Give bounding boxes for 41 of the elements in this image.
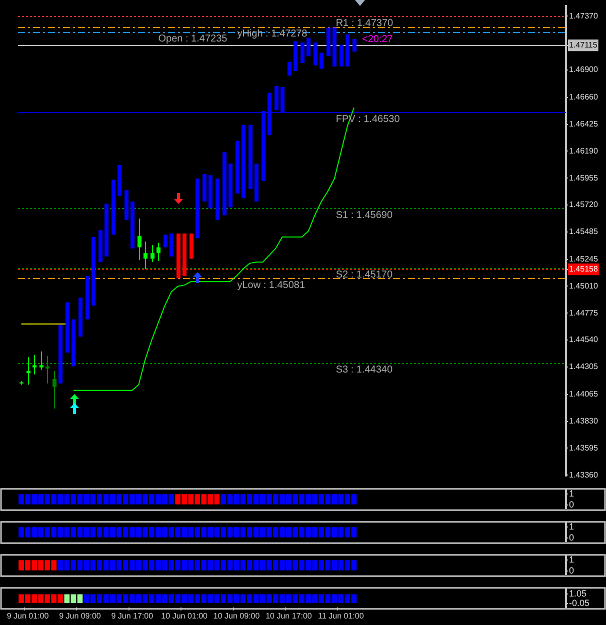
x-tick-label: 9 Jun 09:00	[59, 611, 102, 620]
y-tick-label: 1	[569, 488, 574, 499]
y-tick-label: 1	[569, 522, 574, 532]
y-tick-label: 1.44065	[569, 390, 598, 399]
y-tick-label: -0.05	[569, 598, 590, 608]
y-tick-label: 1.45010	[569, 281, 598, 290]
y-tick-label: 1.47115	[569, 40, 598, 50]
ref-line-label: S1 : 1.45690	[336, 210, 393, 222]
y-tick-label: 0	[569, 565, 574, 576]
ref-line-label: yLow : 1.45081	[237, 280, 306, 291]
y-tick-label: 1.46900	[569, 65, 598, 74]
y-tick-label: 1.46425	[569, 119, 598, 128]
y-tick-label: 0	[569, 499, 574, 510]
x-tick-label: 10 Jun 09:00	[213, 611, 260, 620]
y-tick-label: 1.43595	[569, 443, 598, 452]
y-tick-label: 1.44775	[569, 308, 598, 318]
y-tick-label: 1.43830	[569, 416, 598, 426]
y-tick-label: 1.46190	[569, 146, 598, 156]
x-tick-label: 9 Jun 01:00	[6, 611, 50, 620]
ref-line-label: S3 : 1.44340	[336, 364, 393, 376]
y-tick-label: 1.46660	[569, 92, 598, 102]
x-tick-label: 9 Jun 17:00	[111, 611, 154, 620]
y-tick-label: 1.05	[569, 588, 587, 598]
x-tick-label: 10 Jun 17:00	[266, 611, 312, 620]
ref-line-label: R1 : 1.47370	[336, 18, 394, 29]
ref-line-label: Open : 1.47235	[158, 33, 228, 44]
y-tick-label: 1.45720	[569, 200, 598, 210]
y-tick-label: 1.45485	[569, 227, 598, 236]
y-tick-label: 0	[569, 532, 574, 542]
y-tick-label: 1.44540	[569, 335, 598, 344]
y-tick-label: 1.43360	[569, 470, 598, 480]
ref-line-label: S2 : 1.45170	[336, 270, 393, 281]
y-tick-label: 1.44305	[569, 362, 598, 372]
y-tick-label: 1.45245	[569, 254, 598, 264]
y-tick-label: 1	[569, 554, 574, 565]
x-tick-label: 11 Jun 01:00	[318, 611, 364, 620]
y-tick-label: 1.45955	[569, 173, 598, 182]
x-tick-label: 10 Jun 01:00	[161, 611, 208, 620]
annotation: <20:27	[362, 34, 394, 46]
y-tick-label: 1.45158	[569, 264, 598, 274]
y-tick-label: 1.47370	[569, 11, 598, 20]
